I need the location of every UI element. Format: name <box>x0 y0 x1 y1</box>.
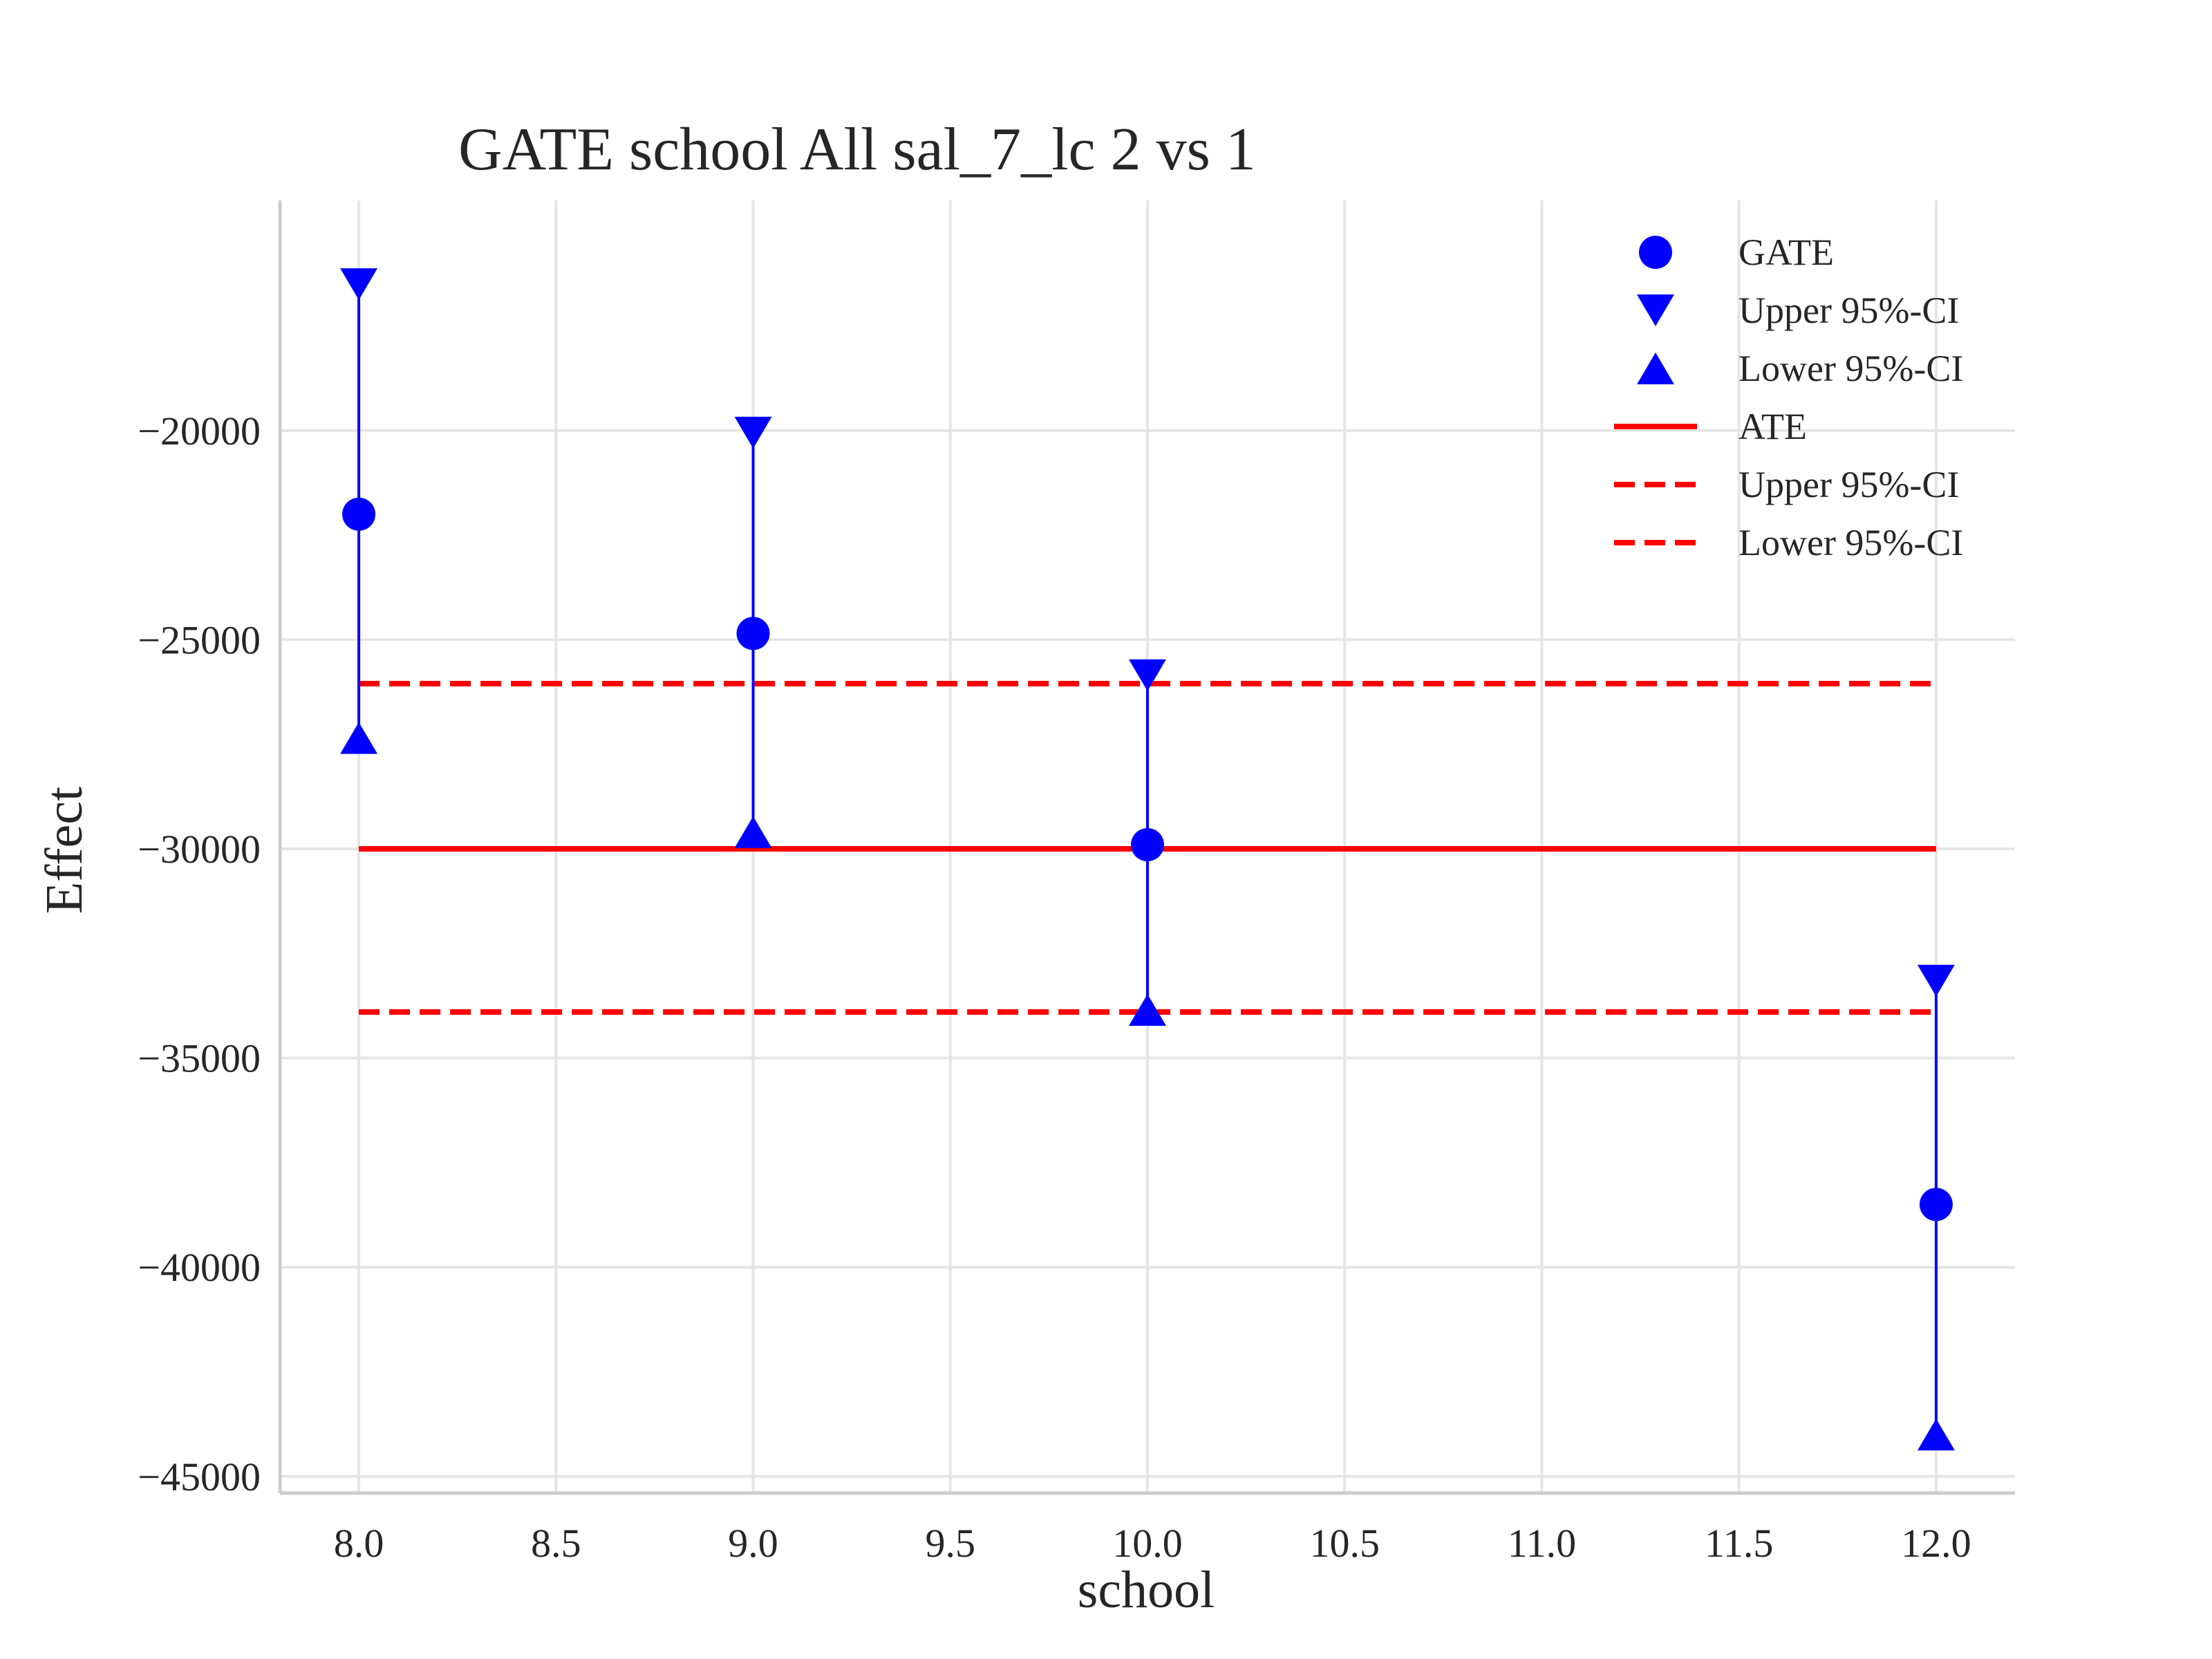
legend-triangle-down-marker <box>1637 294 1674 326</box>
chart-title: GATE school All sal_7_lc 2 vs 1 <box>458 116 1256 183</box>
y-tick-label: −35000 <box>138 1036 261 1081</box>
legend-label: Lower 95%-CI <box>1738 522 1963 563</box>
gate-point <box>1131 827 1164 861</box>
gate-point <box>1919 1188 1953 1221</box>
gate-point <box>736 617 770 650</box>
legend-label: Lower 95%-CI <box>1738 348 1963 389</box>
legend-label: GATE <box>1738 232 1834 273</box>
lower-ci-marker <box>1129 994 1166 1026</box>
gate-point <box>342 497 376 531</box>
upper-ci-marker <box>1129 659 1166 691</box>
legend-label: ATE <box>1738 406 1807 447</box>
data-markers <box>340 268 1955 1451</box>
x-tick-label: 8.5 <box>531 1521 581 1566</box>
upper-ci-marker <box>340 268 378 300</box>
x-tick-label: 9.5 <box>926 1521 976 1566</box>
upper-ci-marker <box>734 416 772 449</box>
y-tick-label: −40000 <box>138 1245 261 1290</box>
legend-triangle-up-marker <box>1637 353 1674 384</box>
axes <box>278 200 2015 1495</box>
y-tick-label: −45000 <box>138 1454 261 1499</box>
x-tick-label: 9.0 <box>728 1521 778 1566</box>
x-tick-label: 12.0 <box>1901 1521 1971 1566</box>
legend-label: Upper 95%-CI <box>1738 464 1959 505</box>
y-axis-label: Effect <box>35 787 93 914</box>
lower-ci-marker <box>1917 1418 1955 1451</box>
x-tick-label: 10.5 <box>1309 1521 1380 1566</box>
lower-ci-marker <box>734 816 772 848</box>
legend-label: Upper 95%-CI <box>1738 290 1959 331</box>
x-tick-label: 11.0 <box>1508 1521 1576 1566</box>
legend-circle-marker <box>1639 236 1672 269</box>
legend: GATE Upper 95%-CI Lower 95%-CI ATE Upper 95%… <box>1614 232 1963 563</box>
lower-ci-marker <box>340 722 378 754</box>
tick-labels: 8.0 8.5 9.0 9.5 10.0 10.5 11.0 11.5 12.0 −20000 −2… <box>138 409 1971 1566</box>
x-tick-label: 11.5 <box>1705 1521 1773 1566</box>
y-tick-label: −20000 <box>138 409 261 453</box>
x-tick-label: 10.0 <box>1112 1521 1183 1566</box>
x-tick-label: 8.0 <box>334 1521 384 1566</box>
upper-ci-marker <box>1917 964 1955 997</box>
y-tick-label: −30000 <box>138 827 261 872</box>
x-axis-label: school <box>1078 1561 1215 1619</box>
y-tick-label: −25000 <box>138 617 261 662</box>
